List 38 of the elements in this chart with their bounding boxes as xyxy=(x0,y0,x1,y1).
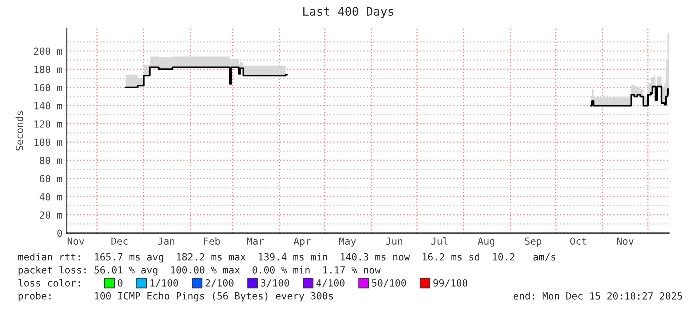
y-tick-label: 40 m xyxy=(40,193,62,201)
y-axis-title: Seconds xyxy=(16,111,24,151)
x-tick-label: Dec xyxy=(112,238,128,246)
x-tick-label: Nov xyxy=(68,238,84,246)
x-tick-label: Jan xyxy=(158,238,175,246)
x-tick-label: May xyxy=(339,238,356,247)
x-tick-label: Mar xyxy=(247,238,264,246)
x-tick-label: Jun xyxy=(386,238,402,246)
x-tick-label: Feb xyxy=(204,238,220,246)
y-tick-label: 100 m xyxy=(34,138,62,146)
legend-label: 0 xyxy=(118,279,123,287)
x-tick-label: Aug xyxy=(478,238,495,247)
x-tick-label: Oct xyxy=(570,238,587,246)
y-tick-label: 180 m xyxy=(34,66,62,74)
y-tick-label: 80 m xyxy=(40,156,62,164)
chart-title: Last 400 Days xyxy=(304,7,394,18)
y-tick-label: 20 m xyxy=(40,212,62,219)
legend-label: 50/100 xyxy=(372,279,406,288)
legend-label: 99/100 xyxy=(434,279,468,288)
y-tick-label: 160 m xyxy=(34,84,62,92)
y-tick-label: 140 m xyxy=(34,102,62,110)
legend-title: loss color: xyxy=(18,279,80,287)
text: median rtt: 165.7 ms avg 182.2 ms max 139.4 ms min 140.3 ms now 16.2 ms sd 10.2 am/s xyxy=(18,253,556,263)
x-tick-label: Jul xyxy=(432,237,448,246)
x-tick-label: Sep xyxy=(525,238,542,247)
text: packet loss: 56.01 % avg 100.00 % max 0.00 % min 1.17 % now xyxy=(18,266,381,276)
legend-label: 4/100 xyxy=(316,279,345,288)
text: probe: 100 ICMP Echo Pings (56 Bytes) every 300s xyxy=(18,292,334,302)
legend-label: 3/100 xyxy=(261,279,290,288)
y-tick-label: 60 m xyxy=(40,175,62,183)
text: end: Mon Dec 15 20:10:27 2025 xyxy=(514,292,682,300)
y-tick-label: 0 xyxy=(58,230,62,238)
x-tick-label: Nov xyxy=(617,238,634,246)
legend-label: 1/100 xyxy=(150,279,178,288)
y-tick-label: 120 m xyxy=(34,120,62,128)
legend-label: 2/100 xyxy=(206,279,234,288)
y-tick-label: 200 m xyxy=(34,48,62,56)
x-tick-label: Apr xyxy=(294,238,311,247)
